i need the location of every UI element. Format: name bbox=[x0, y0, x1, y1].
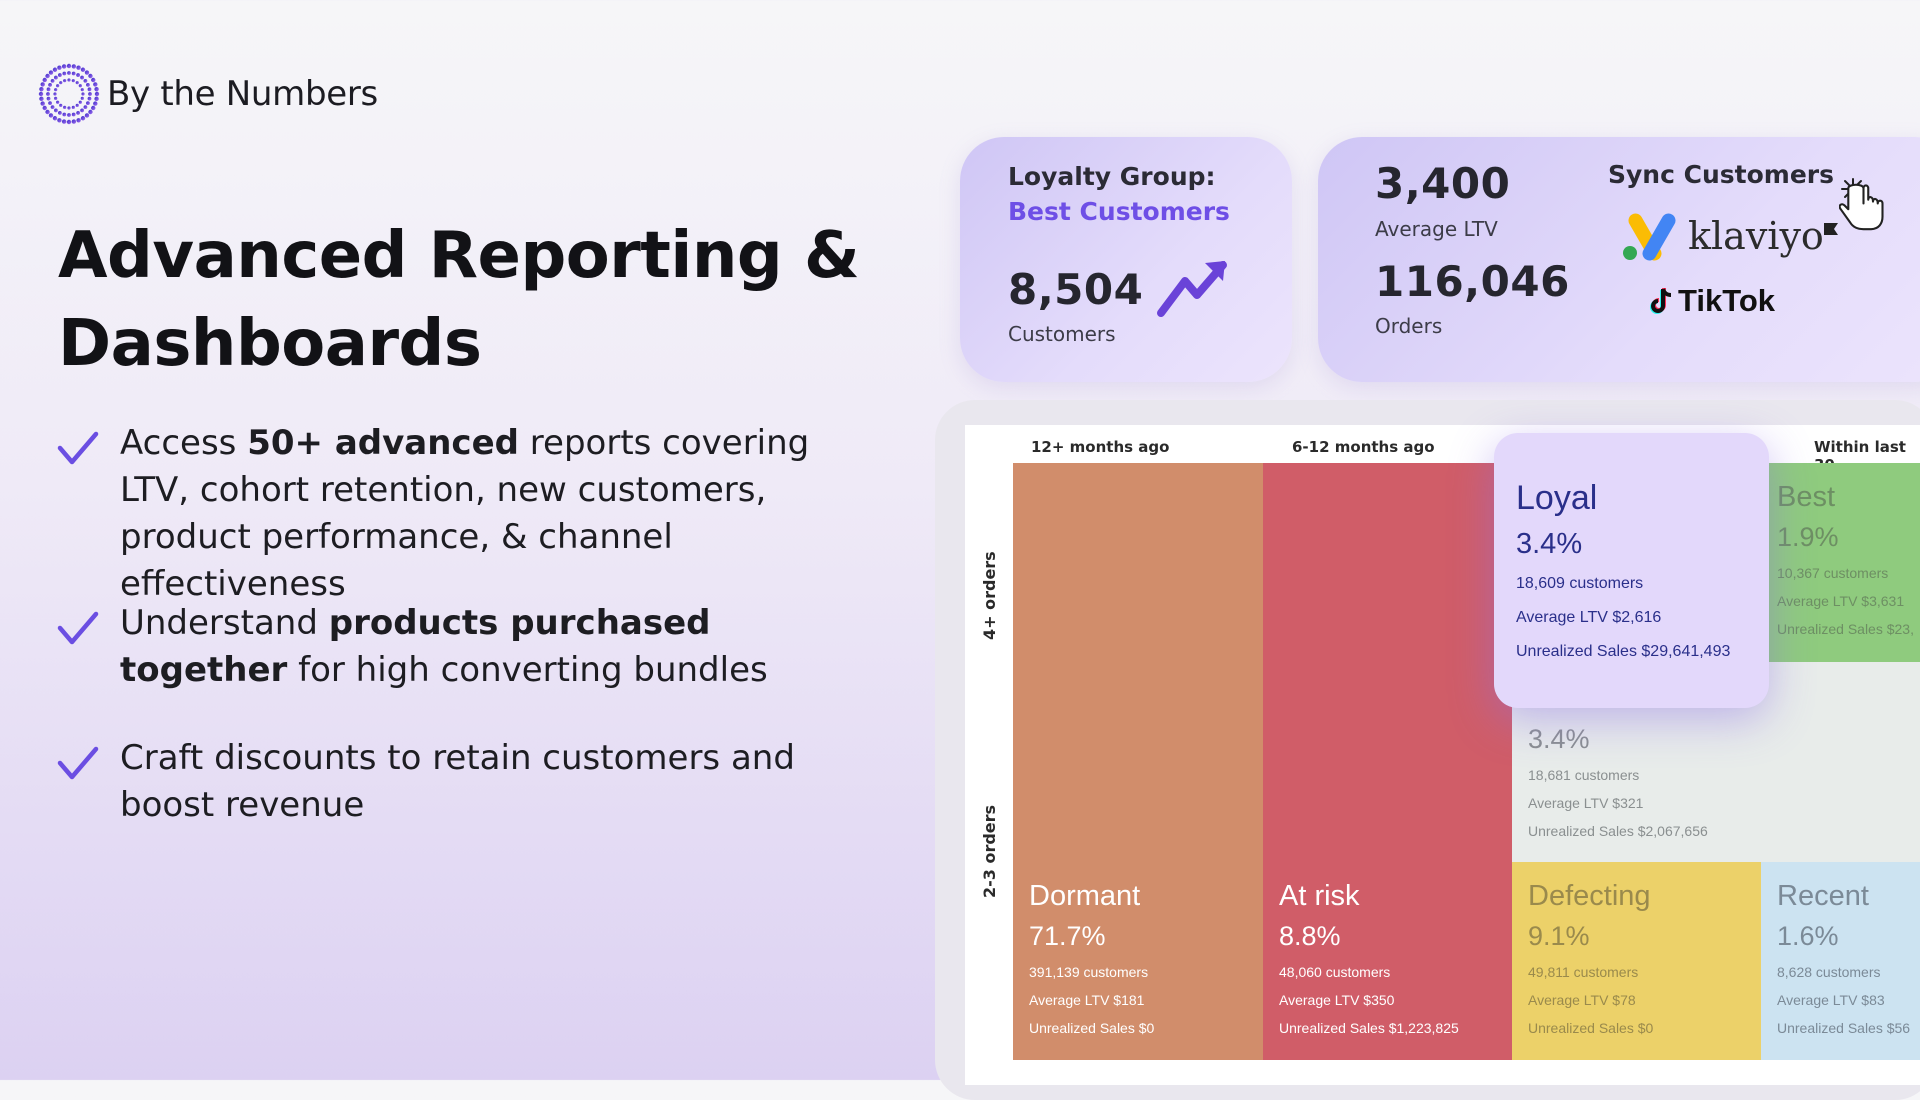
segment-name: Dormant bbox=[1029, 880, 1141, 912]
checkmark-icon bbox=[57, 431, 99, 465]
segment-average-ltv: Average LTV $181 bbox=[1029, 992, 1145, 1008]
orders-value: 116,046 bbox=[1375, 257, 1570, 306]
segment-average-ltv: Average LTV $321 bbox=[1528, 795, 1644, 811]
tiktok-sync-target[interactable]: TikTok bbox=[1650, 283, 1775, 319]
segment-details: Dormant 71.7% 391,139 customers Average … bbox=[1029, 880, 1154, 1036]
popup-segment-average-ltv: Average LTV $2,616 bbox=[1516, 609, 1662, 626]
segment-name: At risk bbox=[1279, 880, 1360, 912]
stats-sync-card: 3,400 Average LTV 116,046 Orders Sync Cu… bbox=[1318, 137, 1920, 382]
feature-bullet-3: Craft discounts to retain customers and … bbox=[56, 735, 876, 829]
segment-name: Recent bbox=[1777, 880, 1869, 912]
segment-unrealized-sales: Unrealized Sales $0 bbox=[1528, 1020, 1654, 1036]
segment-customers: 18,681 customers bbox=[1528, 767, 1640, 783]
feature-bullet-text: Craft discounts to retain customers and … bbox=[120, 738, 795, 825]
segment-tile-best[interactable]: Best 1.9% 10,367 customers Average LTV $… bbox=[1761, 463, 1920, 662]
segment-unrealized-sales: Unrealized Sales $23, bbox=[1777, 621, 1914, 637]
segment-unrealized-sales: Unrealized Sales $1,223,825 bbox=[1279, 1020, 1459, 1036]
segment-percent: 1.9% bbox=[1777, 522, 1839, 552]
segment-details: Best 1.9% 10,367 customers Average LTV $… bbox=[1777, 481, 1914, 637]
brand-name: By the Numbers bbox=[107, 74, 378, 114]
feature-bullet-text: Access 50+ advanced reports covering LTV… bbox=[120, 423, 810, 604]
segment-average-ltv: Average LTV $350 bbox=[1279, 992, 1395, 1008]
klaviyo-sync-target[interactable]: klaviyo bbox=[1620, 211, 1838, 261]
segment-customers: 8,628 customers bbox=[1777, 964, 1881, 980]
segment-name: Best bbox=[1777, 481, 1836, 513]
tiktok-note-icon bbox=[1650, 288, 1672, 314]
popup-segment-unrealized-sales: Unrealized Sales $29,641,493 bbox=[1516, 643, 1731, 660]
popup-segment-percent: 3.4% bbox=[1516, 528, 1583, 560]
column-header-6-12-months: 6-12 months ago bbox=[1292, 438, 1435, 456]
segment-customers: 391,139 customers bbox=[1029, 964, 1149, 980]
brand-logo: By the Numbers bbox=[37, 62, 378, 126]
tiktok-logo: TikTok bbox=[1678, 283, 1776, 318]
segment-unrealized-sales: Unrealized Sales $2,067,656 bbox=[1528, 823, 1708, 839]
headline-line-1: Advanced Reporting & bbox=[58, 219, 860, 293]
column-header-12-months: 12+ months ago bbox=[1031, 438, 1170, 456]
segment-tile-defecting[interactable]: Defecting 9.1% 49,811 customers Average … bbox=[1512, 862, 1761, 1060]
segment-customers: 10,367 customers bbox=[1777, 565, 1889, 581]
dotted-circle-logo-icon bbox=[38, 63, 100, 125]
feature-bullet-1: Access 50+ advanced reports covering LTV… bbox=[56, 420, 876, 608]
feature-bullet-text: Understand products purchased together f… bbox=[120, 603, 768, 690]
segment-percent: 9.1% bbox=[1528, 921, 1590, 951]
segment-popup-loyal[interactable]: Loyal 3.4% 18,609 customers Average LTV … bbox=[1494, 433, 1769, 708]
klaviyo-logo: klaviyo bbox=[1688, 214, 1824, 258]
segment-customers: 48,060 customers bbox=[1279, 964, 1391, 980]
segment-customers: 49,811 customers bbox=[1528, 964, 1639, 980]
sync-customers-title: Sync Customers bbox=[1608, 160, 1834, 189]
page-headline: Advanced Reporting & Dashboards bbox=[58, 212, 878, 388]
orders-label: Orders bbox=[1375, 314, 1443, 338]
segment-unrealized-sales: Unrealized Sales $0 bbox=[1029, 1020, 1155, 1036]
segment-tile-dormant[interactable]: Dormant 71.7% 391,139 customers Average … bbox=[1013, 463, 1263, 1060]
segment-details: Defecting 9.1% 49,811 customers Average … bbox=[1528, 880, 1653, 1036]
loyalty-group-name: Best Customers bbox=[1008, 197, 1230, 226]
segment-average-ltv: Average LTV $78 bbox=[1528, 992, 1636, 1008]
headline-line-2: Dashboards bbox=[58, 307, 482, 381]
segment-unrealized-sales: Unrealized Sales $56 bbox=[1777, 1020, 1911, 1036]
trend-up-arrow-icon bbox=[1157, 261, 1227, 317]
feature-bullet-2: Understand products purchased together f… bbox=[56, 600, 876, 694]
segment-percent: 3.4% bbox=[1528, 724, 1590, 754]
average-ltv-label: Average LTV bbox=[1375, 217, 1498, 241]
row-label-2-3-orders: 2-3 orders bbox=[980, 804, 999, 898]
loyalty-count-label: Customers bbox=[1008, 322, 1116, 346]
loyalty-group-card[interactable]: Loyalty Group: Best Customers 8,504 Cust… bbox=[960, 137, 1292, 382]
segment-percent: 8.8% bbox=[1279, 921, 1341, 951]
popup-segment-name: Loyal bbox=[1516, 479, 1598, 517]
average-ltv-value: 3,400 bbox=[1375, 159, 1511, 208]
checkmark-icon bbox=[57, 611, 99, 645]
segment-name: Defecting bbox=[1528, 880, 1651, 912]
segment-details: Recent 1.6% 8,628 customers Average LTV … bbox=[1777, 880, 1910, 1036]
segment-details: At risk 8.8% 48,060 customers Average LT… bbox=[1279, 880, 1459, 1036]
segment-average-ltv: Average LTV $3,631 bbox=[1777, 593, 1905, 609]
loyalty-customer-count: 8,504 bbox=[1008, 265, 1144, 314]
klaviyo-flag-icon bbox=[1823, 223, 1838, 235]
popup-segment-customers: 18,609 customers bbox=[1516, 575, 1644, 592]
hand-pointer-icon bbox=[1839, 178, 1884, 231]
segment-percent: 71.7% bbox=[1029, 921, 1106, 951]
checkmark-icon bbox=[57, 746, 99, 780]
loyalty-card-title: Loyalty Group: bbox=[1008, 162, 1216, 191]
row-label-4-orders: 4+ orders bbox=[980, 551, 999, 640]
segment-tile-at-risk[interactable]: At risk 8.8% 48,060 customers Average LT… bbox=[1263, 463, 1512, 1060]
segment-average-ltv: Average LTV $83 bbox=[1777, 992, 1885, 1008]
segment-tile-recent[interactable]: Recent 1.6% 8,628 customers Average LTV … bbox=[1761, 862, 1920, 1060]
segment-details: 3.4% 18,681 customers Average LTV $321 U… bbox=[1528, 724, 1708, 839]
google-ads-icon bbox=[1623, 213, 1676, 261]
segment-percent: 1.6% bbox=[1777, 921, 1839, 951]
